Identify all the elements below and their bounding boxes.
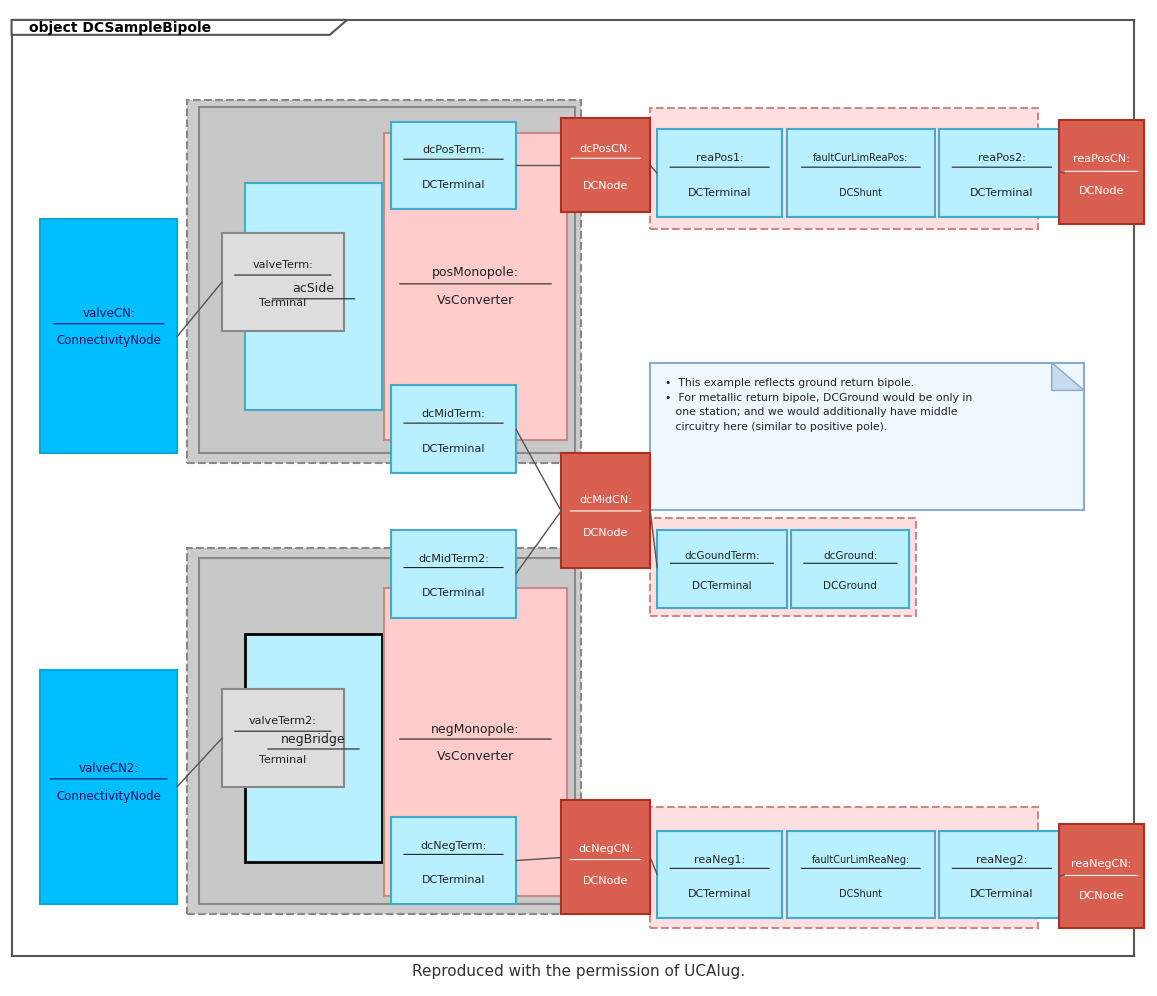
Text: dcPosTerm:: dcPosTerm: bbox=[422, 145, 485, 155]
Bar bbox=[657, 129, 782, 217]
Bar bbox=[391, 122, 516, 209]
Bar bbox=[245, 634, 382, 862]
Bar bbox=[222, 689, 344, 787]
Text: negMonopole:: negMonopole: bbox=[432, 722, 519, 736]
Bar bbox=[199, 107, 575, 453]
Text: reaNegCN:: reaNegCN: bbox=[1071, 859, 1132, 869]
Text: dcNegTerm:: dcNegTerm: bbox=[420, 841, 487, 851]
Text: DCTerminal: DCTerminal bbox=[692, 581, 752, 591]
Bar bbox=[787, 831, 935, 918]
Text: ConnectivityNode: ConnectivityNode bbox=[57, 334, 161, 348]
Text: VsConverter: VsConverter bbox=[437, 294, 514, 308]
Text: posMonopole:: posMonopole: bbox=[432, 266, 519, 280]
Bar bbox=[650, 518, 916, 616]
Text: valveCN2:: valveCN2: bbox=[79, 762, 139, 776]
Text: DCTerminal: DCTerminal bbox=[971, 187, 1033, 197]
Text: DCShunt: DCShunt bbox=[839, 187, 883, 197]
Bar bbox=[657, 831, 782, 918]
Bar bbox=[391, 817, 516, 904]
Text: dcGround:: dcGround: bbox=[823, 551, 878, 561]
Bar bbox=[384, 133, 567, 440]
Text: DCTerminal: DCTerminal bbox=[971, 888, 1033, 898]
Text: faultCurLimReaNeg:: faultCurLimReaNeg: bbox=[812, 855, 909, 865]
Bar bbox=[391, 530, 516, 618]
Bar bbox=[650, 807, 1038, 928]
Bar bbox=[40, 670, 177, 904]
Bar bbox=[187, 548, 581, 914]
Text: DCTerminal: DCTerminal bbox=[688, 888, 751, 898]
Text: dcMidCN:: dcMidCN: bbox=[580, 495, 632, 505]
Text: DCShunt: DCShunt bbox=[839, 888, 883, 898]
Bar bbox=[199, 558, 575, 904]
Bar bbox=[222, 233, 344, 331]
Bar bbox=[391, 385, 516, 473]
Bar bbox=[561, 118, 650, 212]
Text: valveTerm2:: valveTerm2: bbox=[249, 716, 317, 726]
Bar bbox=[939, 129, 1064, 217]
Text: valveCN:: valveCN: bbox=[82, 307, 135, 321]
Text: DCGround: DCGround bbox=[824, 581, 877, 591]
Polygon shape bbox=[12, 20, 347, 35]
Text: DCTerminal: DCTerminal bbox=[688, 187, 751, 197]
Bar bbox=[384, 588, 567, 896]
Text: dcPosCN:: dcPosCN: bbox=[580, 143, 632, 153]
Text: DCNode: DCNode bbox=[1078, 891, 1125, 901]
Text: DCTerminal: DCTerminal bbox=[422, 179, 485, 189]
Text: VsConverter: VsConverter bbox=[437, 750, 514, 764]
Text: Terminal: Terminal bbox=[259, 299, 307, 309]
Text: DCTerminal: DCTerminal bbox=[422, 874, 485, 884]
Text: reaNeg1:: reaNeg1: bbox=[694, 855, 745, 865]
Text: acSide: acSide bbox=[293, 282, 334, 296]
Text: DCTerminal: DCTerminal bbox=[422, 588, 485, 598]
Bar bbox=[650, 108, 1038, 229]
Text: dcNegCN:: dcNegCN: bbox=[578, 844, 633, 854]
Text: Terminal: Terminal bbox=[259, 755, 307, 765]
Bar bbox=[657, 530, 787, 608]
Text: dcMidTerm2:: dcMidTerm2: bbox=[418, 554, 489, 564]
Bar bbox=[561, 800, 650, 914]
Text: Reproduced with the permission of UCAIug.: Reproduced with the permission of UCAIug… bbox=[412, 963, 745, 979]
Text: object DCSampleBipole: object DCSampleBipole bbox=[29, 21, 211, 35]
Text: ConnectivityNode: ConnectivityNode bbox=[57, 790, 161, 804]
Bar bbox=[791, 530, 909, 608]
Polygon shape bbox=[1052, 363, 1084, 390]
Bar bbox=[787, 129, 935, 217]
Bar bbox=[561, 453, 650, 568]
Text: DCNode: DCNode bbox=[583, 528, 628, 538]
Text: •  This example reflects ground return bipole.
•  For metallic return bipole, DC: • This example reflects ground return bi… bbox=[665, 378, 973, 431]
Text: dcMidTerm:: dcMidTerm: bbox=[421, 409, 486, 419]
Bar bbox=[650, 363, 1084, 510]
Text: reaPos1:: reaPos1: bbox=[695, 153, 744, 163]
Bar bbox=[1059, 824, 1144, 928]
Text: reaNeg2:: reaNeg2: bbox=[977, 855, 1027, 865]
Text: dcGoundTerm:: dcGoundTerm: bbox=[684, 551, 760, 561]
Bar bbox=[245, 183, 382, 410]
Text: DCNode: DCNode bbox=[583, 876, 628, 886]
Text: negBridge: negBridge bbox=[281, 732, 346, 746]
Bar bbox=[40, 219, 177, 453]
Bar bbox=[187, 100, 581, 463]
Bar bbox=[1059, 120, 1144, 224]
Text: DCNode: DCNode bbox=[1078, 186, 1125, 196]
Text: reaPosCN:: reaPosCN: bbox=[1073, 154, 1130, 164]
Text: DCNode: DCNode bbox=[583, 180, 628, 190]
Bar bbox=[939, 831, 1064, 918]
Text: faultCurLimReaPos:: faultCurLimReaPos: bbox=[813, 153, 908, 163]
Text: DCTerminal: DCTerminal bbox=[422, 443, 485, 453]
Text: reaPos2:: reaPos2: bbox=[978, 153, 1026, 163]
Text: valveTerm:: valveTerm: bbox=[252, 260, 314, 270]
